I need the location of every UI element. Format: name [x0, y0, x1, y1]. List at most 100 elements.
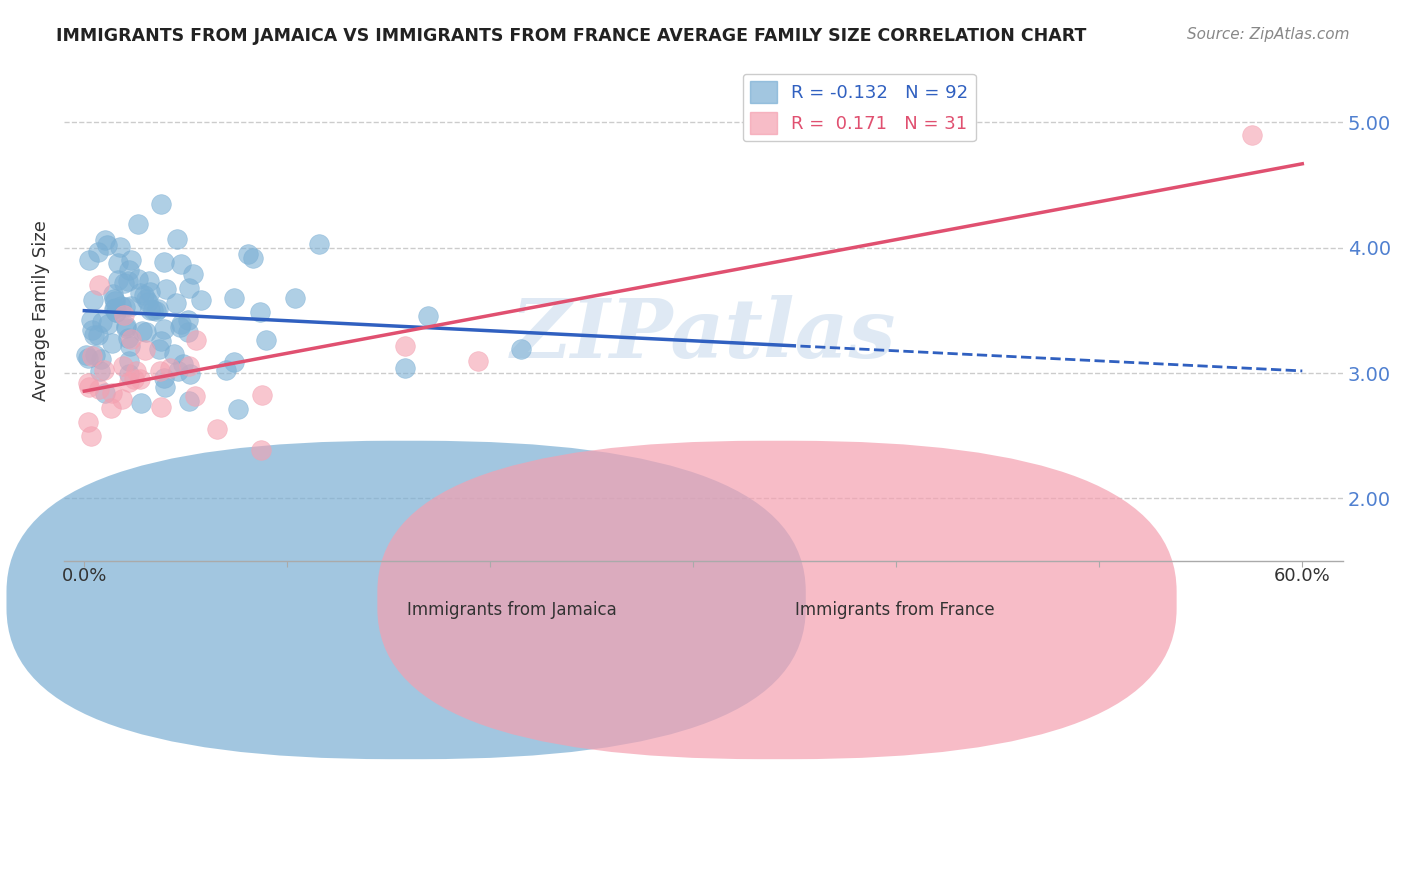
- Point: [104, 293, 127, 308]
- Point: [127, 217, 149, 231]
- Point: [418, 310, 440, 324]
- Point: [127, 272, 149, 286]
- Point: [103, 302, 125, 317]
- Point: [284, 292, 307, 306]
- Point: [138, 274, 160, 288]
- Point: [82, 293, 104, 307]
- Point: [93, 363, 115, 377]
- Point: [128, 286, 150, 301]
- Point: [132, 287, 155, 301]
- Text: Source: ZipAtlas.com: Source: ZipAtlas.com: [1187, 27, 1350, 42]
- Point: [105, 304, 128, 318]
- Point: [394, 339, 416, 353]
- Point: [107, 256, 129, 270]
- Point: [77, 351, 100, 366]
- Point: [152, 322, 174, 336]
- Point: [104, 305, 127, 319]
- Point: [149, 364, 172, 378]
- Point: [87, 327, 110, 342]
- Point: [120, 299, 142, 313]
- Point: [249, 305, 271, 319]
- Text: ZIPatlas: ZIPatlas: [510, 295, 896, 376]
- Point: [169, 319, 191, 334]
- Point: [112, 276, 135, 290]
- Text: Immigrants from France: Immigrants from France: [796, 601, 995, 619]
- Point: [83, 348, 105, 362]
- Point: [177, 313, 200, 327]
- Point: [177, 359, 200, 373]
- Point: [100, 335, 122, 350]
- Point: [87, 244, 110, 259]
- Point: [150, 196, 173, 211]
- Point: [104, 301, 127, 315]
- Point: [146, 301, 169, 316]
- Point: [252, 388, 274, 402]
- Point: [112, 308, 135, 322]
- Point: [96, 238, 118, 252]
- Point: [242, 251, 264, 265]
- Point: [118, 263, 141, 277]
- Point: [155, 380, 177, 394]
- Point: [170, 257, 193, 271]
- Point: [87, 277, 110, 292]
- Point: [139, 285, 162, 299]
- Point: [117, 275, 139, 289]
- Point: [145, 303, 167, 318]
- Point: [159, 361, 181, 376]
- Point: [394, 361, 416, 376]
- Point: [131, 324, 153, 338]
- Point: [80, 429, 103, 443]
- Point: [236, 246, 259, 260]
- Point: [509, 342, 531, 356]
- Point: [114, 300, 136, 314]
- Text: 60.0%: 60.0%: [1274, 567, 1330, 585]
- Point: [308, 237, 330, 252]
- Point: [77, 376, 100, 391]
- Point: [153, 254, 176, 268]
- Point: [114, 321, 136, 335]
- Point: [172, 357, 194, 371]
- Point: [120, 253, 142, 268]
- Point: [148, 343, 170, 357]
- Point: [177, 393, 200, 408]
- Point: [150, 334, 173, 349]
- Point: [83, 328, 105, 343]
- Point: [190, 293, 212, 307]
- Text: 0.0%: 0.0%: [62, 567, 107, 585]
- Point: [181, 268, 204, 282]
- Point: [176, 326, 198, 340]
- Point: [117, 331, 139, 345]
- FancyBboxPatch shape: [377, 441, 1177, 759]
- Point: [80, 349, 103, 363]
- Point: [139, 302, 162, 317]
- Point: [90, 315, 112, 329]
- Point: [87, 382, 110, 396]
- Point: [94, 386, 117, 401]
- Point: [77, 380, 100, 394]
- Text: Immigrants from Jamaica: Immigrants from Jamaica: [406, 601, 616, 619]
- Point: [150, 400, 173, 414]
- Y-axis label: Average Family Size: Average Family Size: [32, 220, 51, 401]
- Point: [97, 317, 120, 331]
- Point: [250, 443, 273, 458]
- Point: [82, 323, 104, 337]
- Point: [155, 282, 177, 296]
- Point: [101, 385, 124, 400]
- Point: [117, 376, 139, 390]
- Point: [136, 294, 159, 309]
- Point: [1240, 128, 1263, 142]
- Point: [177, 281, 200, 295]
- Point: [129, 372, 152, 386]
- Point: [205, 422, 228, 436]
- Point: [89, 364, 111, 378]
- Point: [111, 392, 134, 406]
- Point: [100, 401, 122, 415]
- Point: [134, 343, 156, 358]
- Point: [179, 367, 201, 381]
- Legend: R = -0.132   N = 92, R =  0.171   N = 31: R = -0.132 N = 92, R = 0.171 N = 31: [742, 74, 976, 141]
- Point: [125, 364, 148, 378]
- Point: [166, 232, 188, 246]
- Point: [142, 302, 165, 317]
- Point: [120, 339, 142, 353]
- Point: [153, 371, 176, 385]
